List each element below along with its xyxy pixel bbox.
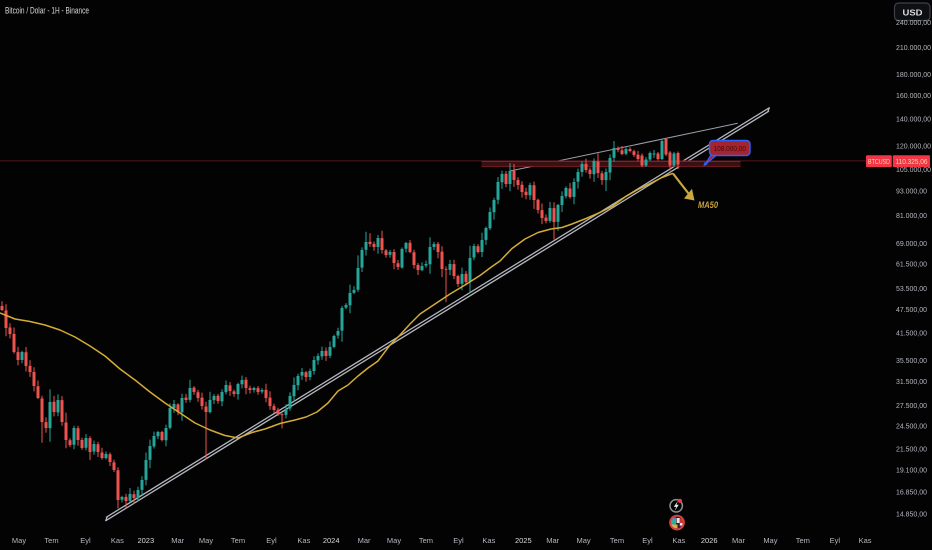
svg-text:Tem: Tem — [44, 536, 58, 545]
svg-text:140.000,00: 140.000,00 — [896, 115, 931, 124]
svg-text:Mar: Mar — [358, 536, 371, 545]
svg-text:14.850,00: 14.850,00 — [896, 510, 927, 519]
svg-text:108.000,00: 108.000,00 — [714, 144, 747, 153]
svg-text:BTCUSD: BTCUSD — [868, 159, 890, 166]
svg-text:180.000,00: 180.000,00 — [896, 70, 931, 79]
svg-text:Kas: Kas — [859, 536, 872, 545]
svg-text:May: May — [199, 536, 213, 545]
svg-text:May: May — [12, 536, 26, 545]
svg-text:Eyl: Eyl — [642, 536, 653, 545]
svg-text:21.500,00: 21.500,00 — [896, 444, 927, 453]
svg-text:120.000,00: 120.000,00 — [896, 142, 931, 151]
svg-text:May: May — [387, 536, 401, 545]
svg-text:19.100,00: 19.100,00 — [896, 465, 927, 474]
svg-text:210.000,00: 210.000,00 — [896, 43, 931, 52]
svg-text:Eyl: Eyl — [830, 536, 841, 545]
svg-text:2023: 2023 — [137, 536, 154, 545]
svg-text:160.000,00: 160.000,00 — [896, 91, 931, 100]
svg-text:2025: 2025 — [515, 536, 532, 545]
svg-text:69.000,00: 69.000,00 — [896, 239, 927, 248]
svg-text:Kas: Kas — [111, 536, 124, 545]
svg-text:Eyl: Eyl — [266, 536, 277, 545]
svg-text:81.000,00: 81.000,00 — [896, 211, 927, 220]
svg-text:240.000,00: 240.000,00 — [896, 18, 931, 27]
svg-text:110.325,06: 110.325,06 — [896, 157, 928, 166]
svg-text:2026: 2026 — [701, 536, 718, 545]
svg-text:24.500,00: 24.500,00 — [896, 421, 927, 430]
svg-text:31.500,00: 31.500,00 — [896, 377, 927, 386]
svg-text:May: May — [577, 536, 591, 545]
svg-text:41.500,00: 41.500,00 — [896, 329, 927, 338]
svg-text:105.000,00: 105.000,00 — [896, 165, 931, 174]
svg-text:27.500,00: 27.500,00 — [896, 401, 927, 410]
svg-text:16.850,00: 16.850,00 — [896, 487, 927, 496]
svg-text:Kas: Kas — [672, 536, 685, 545]
svg-text:53.500,00: 53.500,00 — [896, 284, 927, 293]
svg-text:61.500,00: 61.500,00 — [896, 259, 927, 268]
svg-text:Kas: Kas — [297, 536, 310, 545]
svg-text:Eyl: Eyl — [80, 536, 91, 545]
svg-text:USD: USD — [903, 8, 923, 18]
svg-text:Tem: Tem — [610, 536, 624, 545]
svg-text:Mar: Mar — [732, 536, 745, 545]
svg-text:93.000,00: 93.000,00 — [896, 187, 927, 196]
svg-text:35.500,00: 35.500,00 — [896, 356, 927, 365]
svg-text:Mar: Mar — [546, 536, 559, 545]
svg-text:Eyl: Eyl — [453, 536, 464, 545]
svg-text:2024: 2024 — [323, 536, 340, 545]
svg-text:Mar: Mar — [171, 536, 184, 545]
svg-text:Bitcoin / Dolar - 1H - Binance: Bitcoin / Dolar - 1H - Binance — [5, 6, 89, 16]
svg-text:MA50: MA50 — [698, 200, 718, 210]
svg-text:Tem: Tem — [796, 536, 810, 545]
svg-text:Tem: Tem — [419, 536, 433, 545]
svg-text:May: May — [763, 536, 777, 545]
svg-text:Tem: Tem — [231, 536, 245, 545]
svg-text:47.500,00: 47.500,00 — [896, 305, 927, 314]
svg-text:Kas: Kas — [482, 536, 495, 545]
